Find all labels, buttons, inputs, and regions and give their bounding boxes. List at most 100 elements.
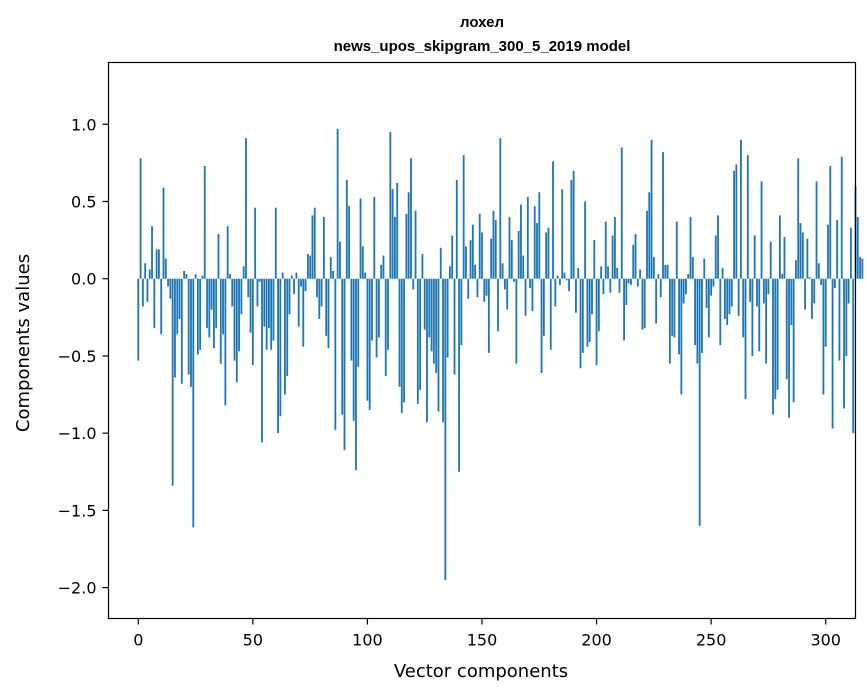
bar <box>515 278 518 364</box>
bar <box>597 278 600 332</box>
bar <box>572 170 575 279</box>
bar <box>137 278 140 361</box>
bar <box>339 241 341 279</box>
bar <box>588 278 591 343</box>
bar <box>675 221 678 279</box>
bar <box>180 278 183 384</box>
y-tick-label: 0.5 <box>71 193 96 212</box>
bar <box>778 215 781 279</box>
y-tick-label: −0.5 <box>58 347 97 366</box>
bar <box>398 278 401 387</box>
bar <box>478 213 481 279</box>
bar <box>146 278 149 302</box>
bar <box>799 223 802 279</box>
bar <box>141 278 144 307</box>
bar <box>616 267 619 279</box>
bar <box>600 266 603 279</box>
bar <box>790 278 793 326</box>
bar <box>788 278 790 418</box>
bar <box>664 264 667 279</box>
bar <box>542 278 545 336</box>
bar <box>549 278 552 350</box>
bar <box>545 232 548 279</box>
bar <box>481 232 483 279</box>
bar <box>174 278 176 378</box>
bar <box>357 278 360 367</box>
bar <box>176 278 179 335</box>
bar <box>760 181 763 279</box>
bar <box>272 278 275 341</box>
bar <box>311 215 314 279</box>
bar <box>300 278 302 287</box>
bar <box>836 220 839 279</box>
bar <box>474 264 477 279</box>
bar <box>772 278 774 415</box>
bar <box>297 278 300 327</box>
bar <box>364 272 367 279</box>
bar <box>678 278 680 355</box>
bar <box>513 278 515 282</box>
bar <box>504 278 506 290</box>
bar <box>455 179 458 279</box>
bar <box>194 274 197 279</box>
bar <box>604 221 607 279</box>
bar <box>526 196 529 279</box>
bar <box>403 278 406 403</box>
bar <box>192 278 195 528</box>
bar <box>162 187 165 279</box>
bar <box>396 182 399 279</box>
bar <box>833 278 836 288</box>
bar <box>497 278 499 332</box>
bar <box>820 278 823 285</box>
bar <box>817 263 820 279</box>
bar <box>435 278 438 373</box>
bar <box>476 278 479 298</box>
bar <box>781 274 784 279</box>
bar <box>685 278 687 295</box>
bar <box>359 198 362 279</box>
chart-title: лохел <box>460 14 504 31</box>
bar <box>698 278 701 526</box>
bar <box>843 278 845 409</box>
bar <box>178 278 181 319</box>
bar <box>808 277 811 279</box>
bar <box>471 224 474 279</box>
bar <box>148 269 151 279</box>
y-axis: −2.0 −1.5 −1.0 −0.5 0.0 0.5 1.0 <box>58 115 109 598</box>
bar <box>520 204 522 279</box>
bar <box>552 161 554 279</box>
bar <box>840 156 843 279</box>
bar <box>451 235 454 279</box>
bar <box>856 216 859 279</box>
y-tick-label: 1.0 <box>71 115 96 134</box>
bar <box>554 278 557 307</box>
bar <box>811 278 813 319</box>
bar <box>446 278 449 358</box>
bar <box>416 278 419 404</box>
bar <box>627 278 630 284</box>
bar <box>155 249 158 279</box>
bar <box>501 263 504 279</box>
bar <box>238 278 241 352</box>
bar <box>279 278 282 417</box>
bar <box>391 189 394 279</box>
bar <box>529 278 532 288</box>
bar <box>561 189 564 279</box>
bar <box>302 278 305 347</box>
bar <box>767 278 770 295</box>
bar <box>801 232 804 279</box>
bar <box>536 223 538 279</box>
bar <box>707 278 710 338</box>
bar <box>565 278 568 281</box>
bar <box>607 266 609 279</box>
bar <box>829 165 832 279</box>
bar <box>185 274 188 279</box>
bar <box>437 278 440 412</box>
bar <box>428 278 431 338</box>
bar <box>265 278 268 350</box>
bar <box>783 237 786 279</box>
bar <box>845 278 848 356</box>
bar <box>375 278 378 358</box>
bar <box>245 138 247 279</box>
bar <box>795 260 797 279</box>
